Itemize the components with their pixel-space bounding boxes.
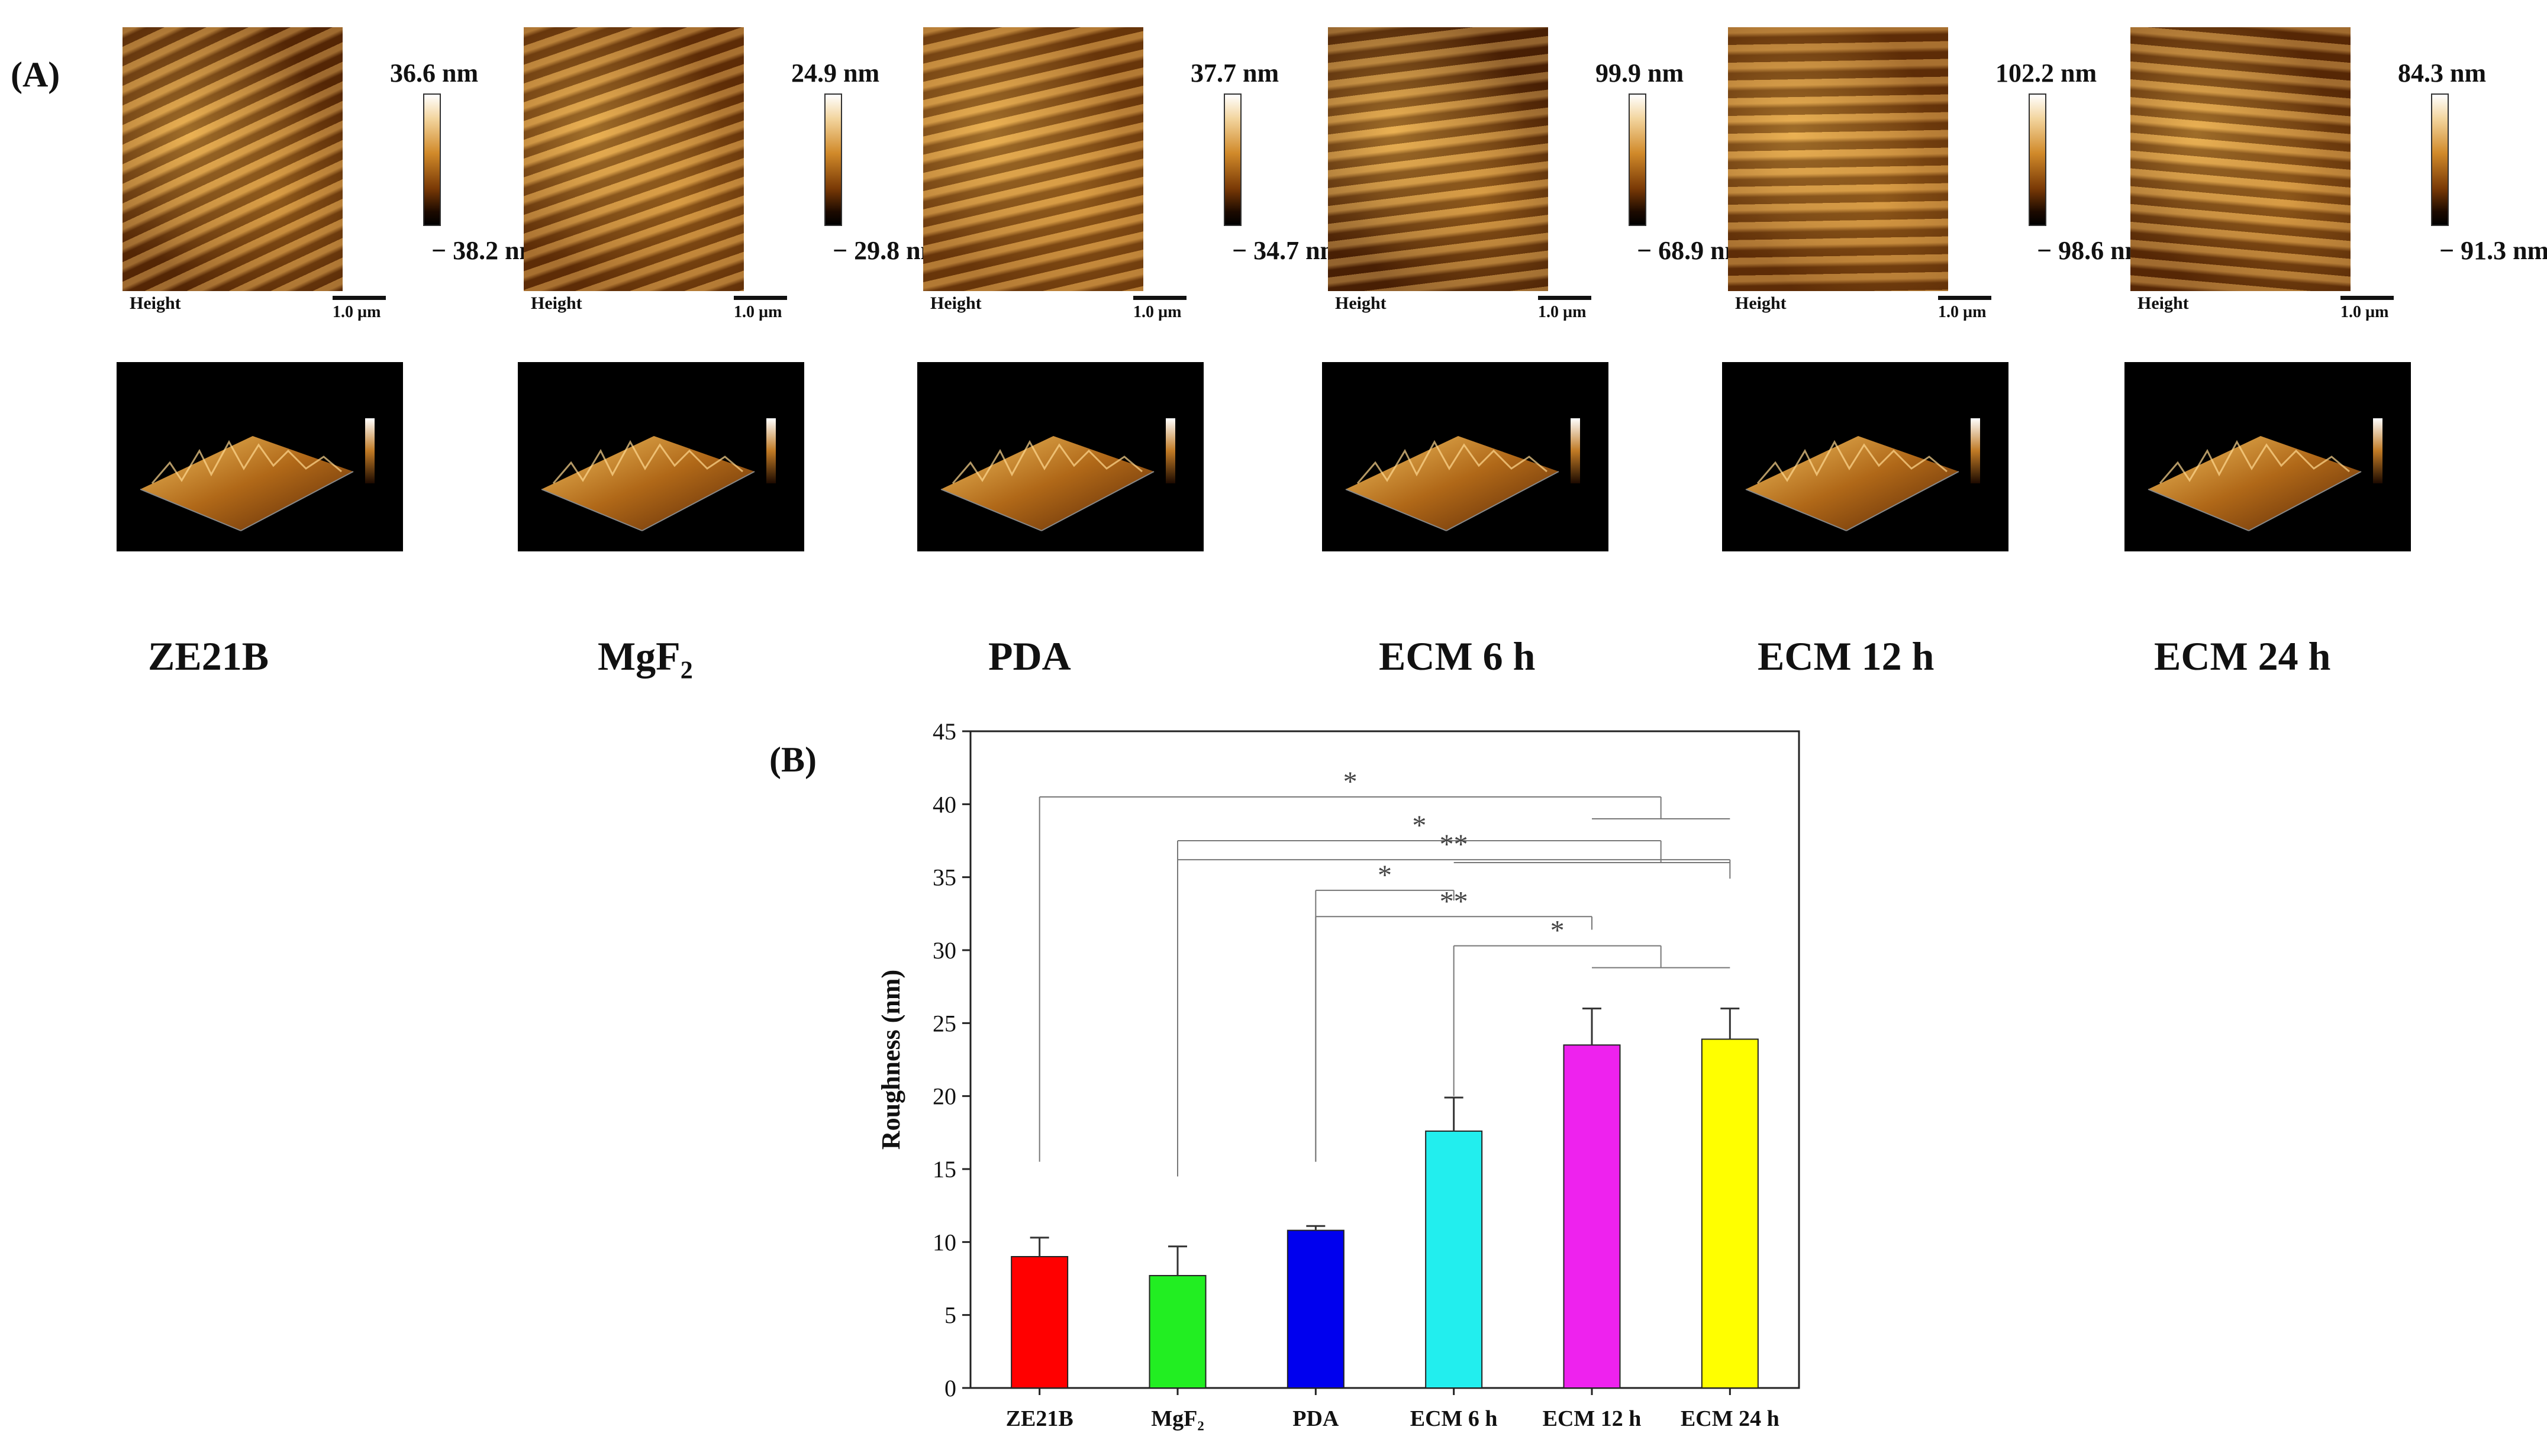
y-axis-label: Roughness (nm) xyxy=(876,970,905,1150)
x-tick-label: MgF₂ xyxy=(1151,1406,1204,1431)
height-label: Height xyxy=(1735,293,1787,313)
roughness-bar-chart: 0 5 10 15 20 25 30 35 40 45 Roughness (nm) ZE21B MgF… xyxy=(876,718,1800,1431)
afm-2d-image xyxy=(923,27,1143,291)
scale-bar xyxy=(1938,296,1991,300)
sample-name: ZE21B xyxy=(148,634,269,679)
x-tick-label: ECM 24 h xyxy=(1681,1406,1779,1431)
afm-2d-image xyxy=(1728,27,1948,291)
afm-3d-image xyxy=(1322,362,1608,551)
colorbar-max-label: 36.6 nm xyxy=(390,59,479,88)
afm-3d-image xyxy=(117,362,403,551)
y-tick-label: 30 xyxy=(933,937,956,964)
x-tick-label: ECM 6 h xyxy=(1410,1406,1498,1431)
height-colorbar xyxy=(1629,93,1646,226)
scale-bar-label: 1.0 µm xyxy=(1538,303,1587,321)
bar xyxy=(1425,1130,1483,1389)
afm-2d-image xyxy=(524,27,744,291)
y-tick-label: 35 xyxy=(933,864,956,891)
scale-bar-label: 1.0 µm xyxy=(333,303,381,321)
height-label: Height xyxy=(531,293,582,313)
height-label: Height xyxy=(930,293,982,313)
height-label: Height xyxy=(2137,293,2189,313)
significance-marker: ** xyxy=(1440,886,1468,917)
height-colorbar xyxy=(824,93,842,226)
y-tick-label: 10 xyxy=(933,1229,956,1255)
y-tick-label: 45 xyxy=(933,718,956,745)
height-colorbar xyxy=(423,93,441,226)
bar xyxy=(1287,1229,1345,1389)
bar xyxy=(1563,1044,1621,1389)
scale-bar-label: 1.0 µm xyxy=(1133,303,1182,321)
colorbar-max-label: 99.9 nm xyxy=(1595,59,1684,88)
colorbar-max-label: 84.3 nm xyxy=(2398,59,2487,88)
afm-2d-image xyxy=(122,27,343,291)
panel-label-b: (B) xyxy=(769,740,817,779)
bar xyxy=(1011,1256,1069,1389)
y-tick-label: 5 xyxy=(944,1302,956,1329)
scale-bar xyxy=(1538,296,1591,300)
x-tick-label: ECM 12 h xyxy=(1543,1406,1642,1431)
afm-2d-image xyxy=(1328,27,1548,291)
scale-bar xyxy=(2340,296,2394,300)
sample-name: ECM 12 h xyxy=(1758,634,1935,679)
bar xyxy=(1701,1038,1759,1389)
bar xyxy=(1149,1275,1207,1389)
height-label: Height xyxy=(1335,293,1387,313)
height-colorbar xyxy=(1224,93,1242,226)
height-label: Height xyxy=(130,293,181,313)
y-tick-label: 15 xyxy=(933,1156,956,1183)
afm-3d-image xyxy=(2124,362,2411,551)
afm-3d-image xyxy=(917,362,1204,551)
colorbar-max-label: 24.9 nm xyxy=(791,59,880,88)
y-tick-label: 0 xyxy=(944,1375,956,1402)
significance-marker: * xyxy=(1550,915,1565,947)
scale-bar xyxy=(734,296,787,300)
colorbar-min-label: − 38.2 nm xyxy=(431,236,541,265)
sample-name: ECM 24 h xyxy=(2154,634,2331,679)
colorbar-max-label: 37.7 nm xyxy=(1191,59,1279,88)
significance-marker: ** xyxy=(1440,829,1468,860)
height-colorbar xyxy=(2431,93,2449,226)
x-tick-label: PDA xyxy=(1292,1406,1339,1431)
colorbar-min-label: − 34.7 nm xyxy=(1232,236,1342,265)
plot-frame xyxy=(969,730,1800,1389)
colorbar-min-label: − 91.3 nm xyxy=(2439,236,2547,265)
sample-name: ECM 6 h xyxy=(1379,634,1536,679)
afm-2d-image xyxy=(2130,27,2351,291)
significance-marker: * xyxy=(1378,860,1392,891)
height-colorbar xyxy=(2029,93,2046,226)
afm-3d-image xyxy=(1722,362,2008,551)
y-tick-label: 40 xyxy=(933,791,956,818)
scale-bar-label: 1.0 µm xyxy=(734,303,782,321)
y-tick-label: 25 xyxy=(933,1010,956,1037)
afm-3d-image xyxy=(518,362,804,551)
y-tick-label: 20 xyxy=(933,1083,956,1110)
sample-name: MgF2 xyxy=(598,634,693,685)
scale-bar-label: 1.0 µm xyxy=(1938,303,1987,321)
scale-bar xyxy=(333,296,386,300)
significance-marker: * xyxy=(1343,766,1358,798)
sample-name: PDA xyxy=(988,634,1071,679)
colorbar-max-label: 102.2 nm xyxy=(1995,59,2097,88)
colorbar-min-label: − 98.6 nm xyxy=(2037,236,2147,265)
significance-marker: * xyxy=(1412,810,1426,841)
panel-label-a: (A) xyxy=(11,55,60,94)
scale-bar-label: 1.0 µm xyxy=(2340,303,2389,321)
scale-bar xyxy=(1133,296,1187,300)
x-tick-label: ZE21B xyxy=(1006,1406,1073,1431)
